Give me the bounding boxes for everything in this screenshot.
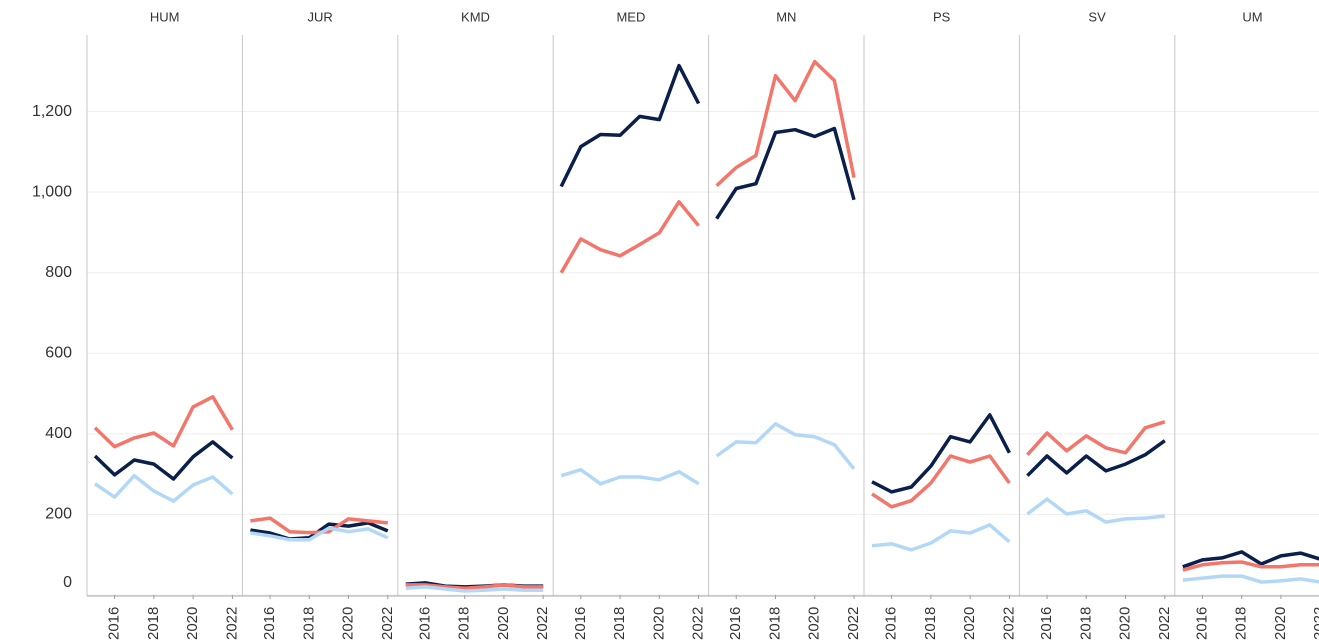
panel-title: SV xyxy=(1088,9,1106,24)
x-tick-label: 2018 xyxy=(1233,607,1250,640)
panel-title: MED xyxy=(616,9,645,24)
series-line xyxy=(559,63,701,188)
series-line xyxy=(93,440,234,481)
panel-title: KMD xyxy=(461,9,490,24)
x-tick-label: 2020 xyxy=(340,607,357,640)
x-tick-label: 2022 xyxy=(690,607,707,640)
x-tick-label: 2018 xyxy=(1077,607,1094,640)
x-tick-label: 2020 xyxy=(961,607,978,640)
x-tick-label: 2020 xyxy=(184,607,201,640)
x-tick-label: 2022 xyxy=(1311,607,1319,640)
x-tick-label: 2022 xyxy=(1000,607,1017,640)
x-tick-label: 2022 xyxy=(845,607,862,640)
y-tick-label: 0 xyxy=(63,574,72,591)
x-tick-label: 2020 xyxy=(806,607,823,640)
series-line xyxy=(871,454,1011,509)
panel-title: UM xyxy=(1242,9,1262,24)
x-tick-label: 2018 xyxy=(611,607,628,640)
series-line xyxy=(560,467,700,486)
y-tick-label: 600 xyxy=(45,344,72,361)
series-line xyxy=(1182,560,1319,572)
panel-title: JUR xyxy=(307,9,332,24)
series-line xyxy=(1026,497,1165,524)
panel-title: PS xyxy=(933,9,951,24)
y-tick-label: 1,000 xyxy=(32,183,72,200)
x-tick-label: 2020 xyxy=(650,607,667,640)
x-tick-label: 2020 xyxy=(495,607,512,640)
series-line xyxy=(1182,574,1319,584)
series-line xyxy=(405,583,544,590)
series-line xyxy=(559,200,700,274)
panel-title: HUM xyxy=(150,9,180,24)
x-tick-label: 2016 xyxy=(261,607,278,640)
series-line xyxy=(405,585,544,593)
series-line xyxy=(871,413,1011,494)
x-tick-label: 2022 xyxy=(1156,607,1173,640)
x-tick-label: 2016 xyxy=(106,607,123,640)
x-tick-label: 2020 xyxy=(1272,607,1289,640)
y-tick-label: 1,200 xyxy=(32,103,72,120)
x-tick-label: 2022 xyxy=(223,607,240,640)
x-tick-label: 2016 xyxy=(416,607,433,640)
y-tick-label: 800 xyxy=(45,264,72,281)
y-tick-label: 200 xyxy=(45,506,72,523)
x-tick-label: 2018 xyxy=(300,607,317,640)
series-line xyxy=(1182,550,1319,569)
x-tick-label: 2022 xyxy=(534,607,551,640)
panel-title: MN xyxy=(776,9,796,24)
y-tick-label: 400 xyxy=(45,425,72,442)
series-line xyxy=(715,126,856,220)
x-tick-label: 2016 xyxy=(1193,607,1210,640)
x-tick-label: 2016 xyxy=(1038,607,1055,640)
x-tick-label: 2016 xyxy=(883,607,900,640)
series-line xyxy=(250,526,389,542)
series-line xyxy=(1026,439,1166,477)
series-line xyxy=(871,523,1011,552)
x-tick-label: 2020 xyxy=(1117,607,1134,640)
series-line xyxy=(93,395,234,449)
x-tick-label: 2018 xyxy=(456,607,473,640)
x-tick-label: 2016 xyxy=(727,607,744,640)
series-line xyxy=(94,473,234,503)
x-tick-label: 2016 xyxy=(572,607,589,640)
series-line xyxy=(715,422,856,471)
x-tick-label: 2022 xyxy=(379,607,396,640)
x-tick-label: 2018 xyxy=(145,607,162,640)
x-tick-label: 2018 xyxy=(766,607,783,640)
x-tick-label: 2018 xyxy=(922,607,939,640)
series-line xyxy=(715,59,856,187)
series-line xyxy=(1026,420,1166,456)
